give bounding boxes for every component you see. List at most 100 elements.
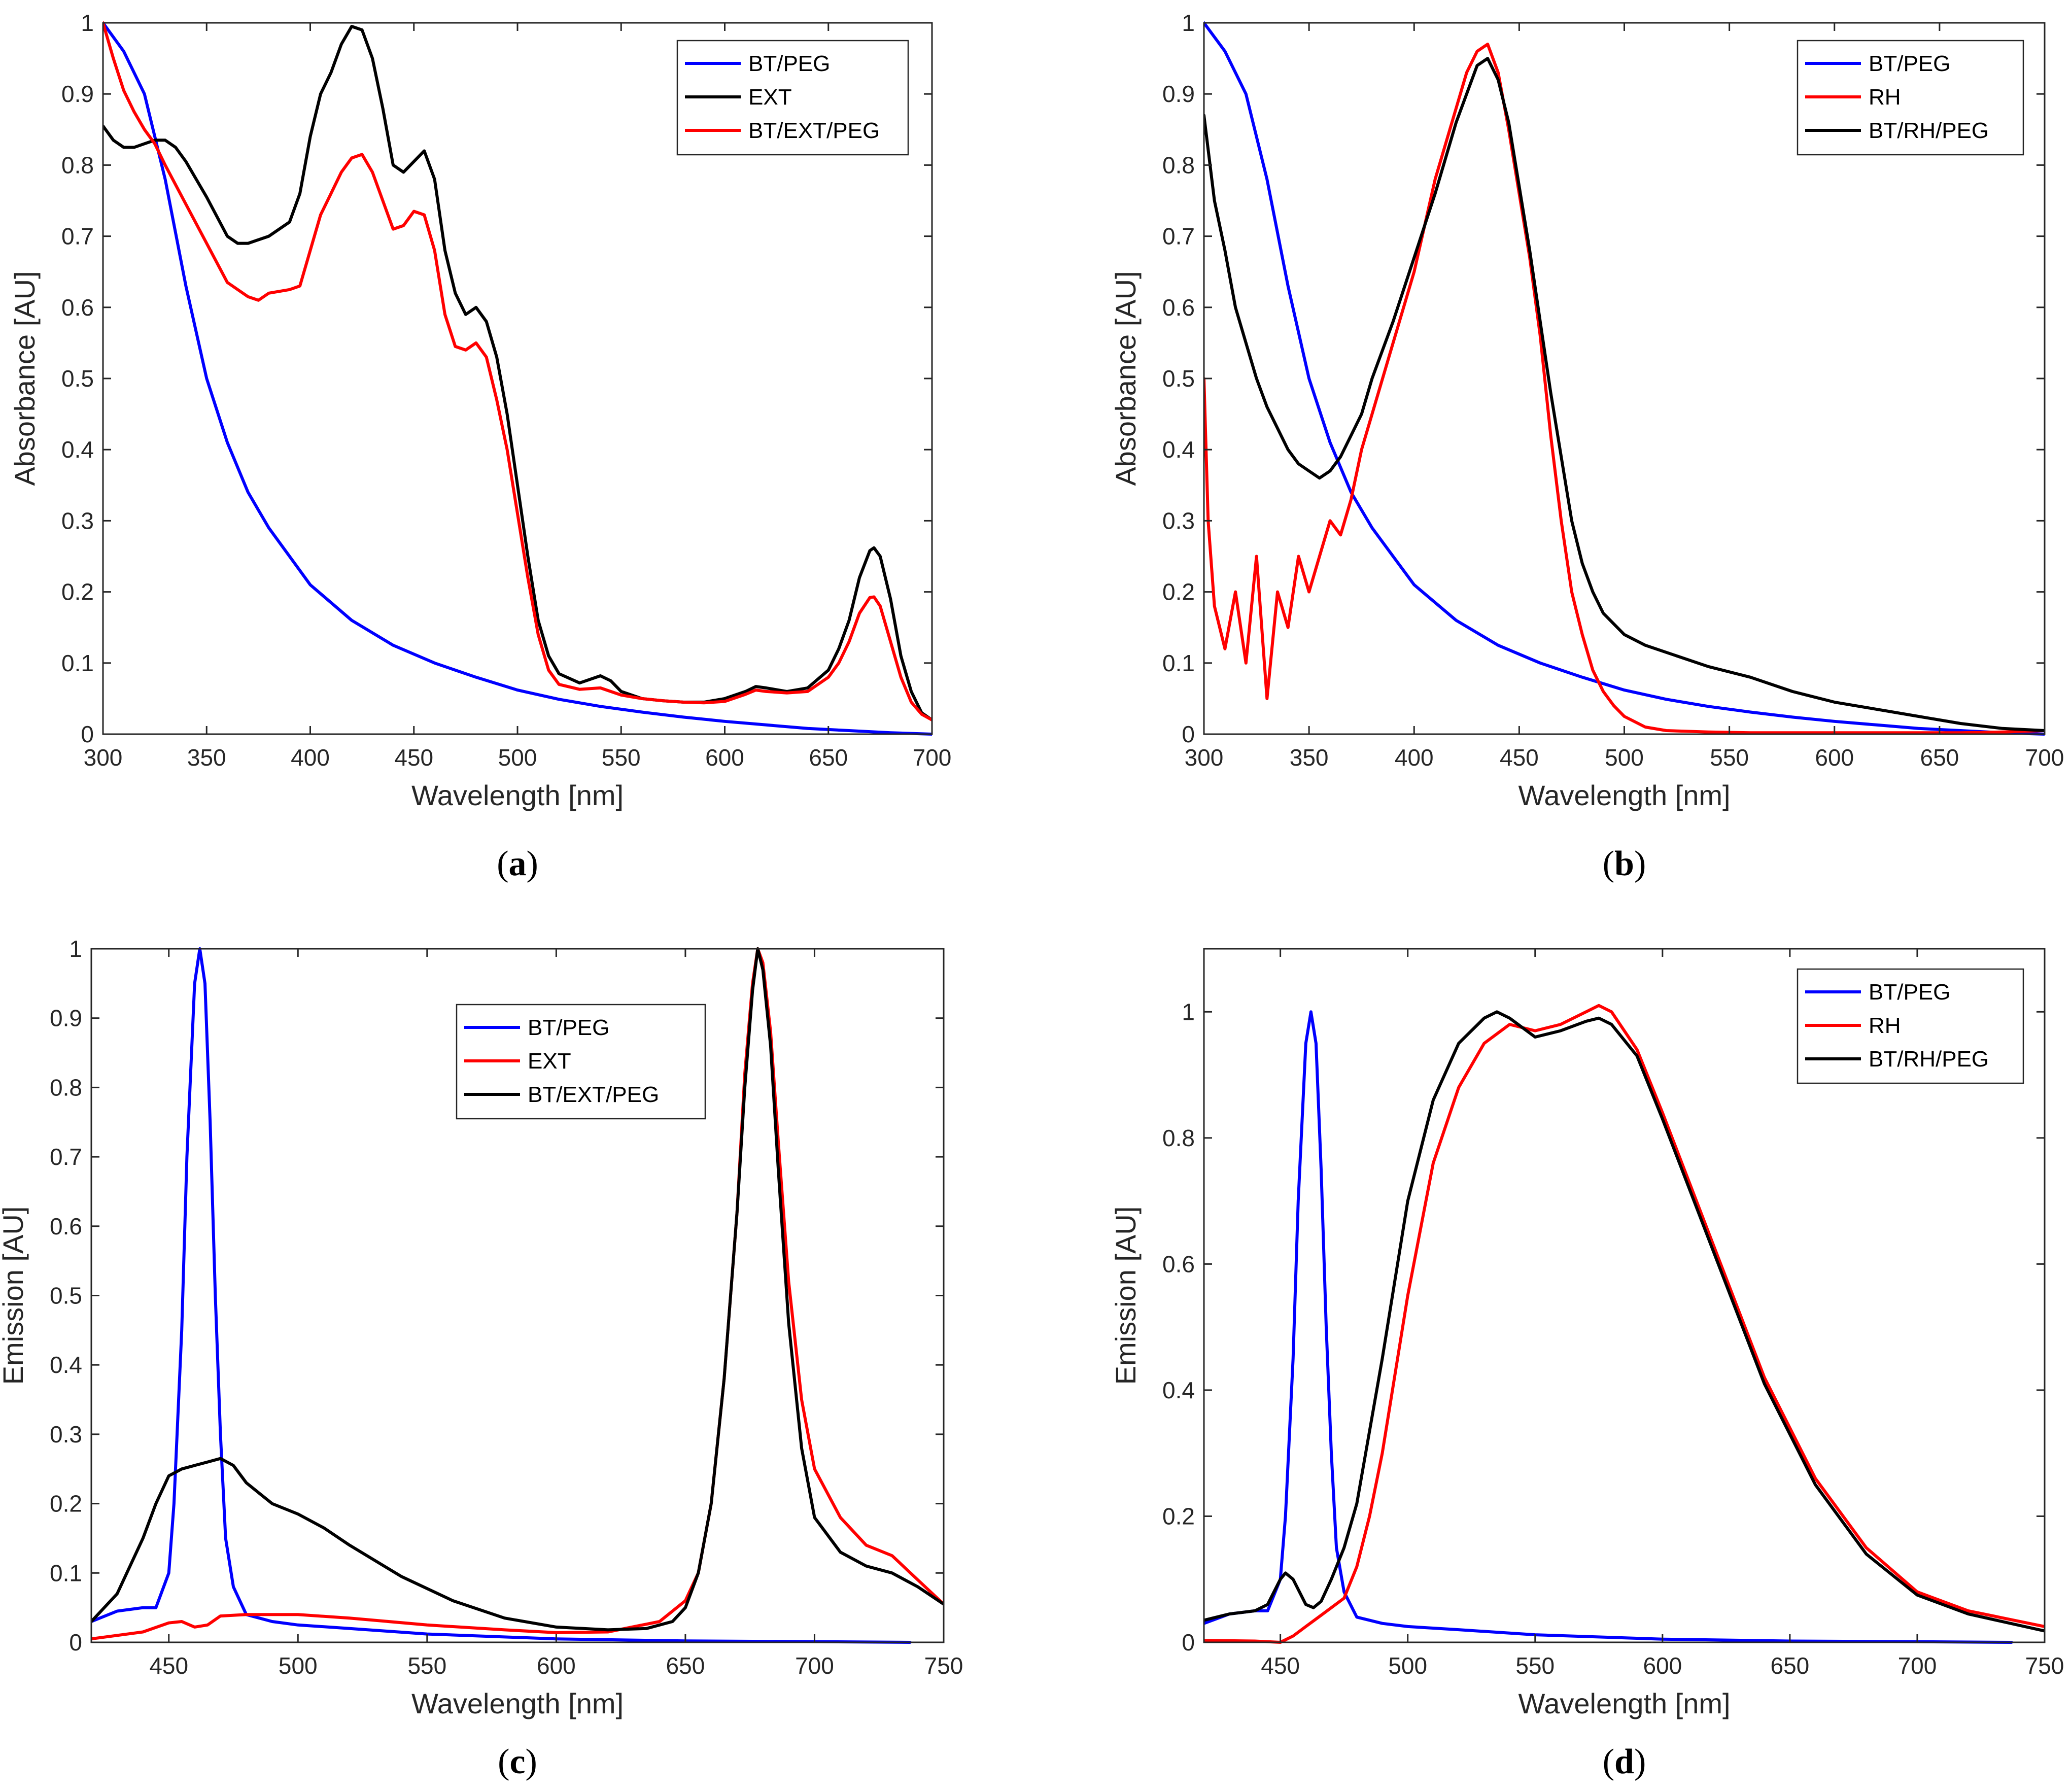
y-tick-label-a: 0.9 bbox=[61, 81, 94, 107]
chart-panel-d: 450 500 550 600 650 700 750 0 0.2 0.4 0.6 0.8 1 Wave… bbox=[1110, 948, 2064, 1781]
y-tick-label-c: 0.7 bbox=[50, 1144, 82, 1170]
y-tick-label-d: 0.4 bbox=[1162, 1377, 1195, 1403]
legend-label-a: BT/PEG bbox=[748, 51, 830, 76]
panel-letter-d: d bbox=[1614, 1742, 1634, 1781]
x-tick-label-a: 400 bbox=[291, 744, 330, 771]
series-line-b-bt-rh-peg bbox=[1204, 57, 2045, 732]
y-tick-label-c: 0.1 bbox=[50, 1560, 82, 1586]
y-tick-label-c: 0 bbox=[69, 1629, 82, 1656]
y-tick-label-a: 1 bbox=[81, 10, 94, 36]
y-tick-label-c: 0.2 bbox=[50, 1491, 82, 1517]
y-axis-title-c: Emission [AU] bbox=[0, 1207, 29, 1385]
x-tick-label-c: 650 bbox=[666, 1652, 705, 1679]
legend-c: BT/PEG EXT BT/EXT/PEG bbox=[456, 1004, 706, 1120]
x-axis-title-a: Wavelength [nm] bbox=[411, 779, 624, 811]
x-tick-label-d: 700 bbox=[1898, 1652, 1937, 1679]
legend-label-b: BT/RH/PEG bbox=[1869, 118, 1989, 143]
y-tick-label-b: 0.9 bbox=[1162, 81, 1195, 107]
x-tick-label-d: 600 bbox=[1643, 1652, 1682, 1679]
y-tick-label-b: 0.3 bbox=[1162, 507, 1195, 534]
axes-box-d bbox=[1203, 948, 2046, 1643]
x-tick-label-b: 550 bbox=[1710, 744, 1749, 771]
y-axis-title-d: Emission [AU] bbox=[1110, 1207, 1142, 1385]
x-tick-label-c: 500 bbox=[279, 1652, 318, 1679]
panel-caption-d: (d) bbox=[1603, 1742, 1646, 1781]
y-axis-title-a: Absorbance [AU] bbox=[9, 271, 41, 486]
x-tick-label-b: 400 bbox=[1395, 744, 1434, 771]
x-tick-label-d: 500 bbox=[1388, 1652, 1427, 1679]
chart-panel-c: 450 500 550 600 650 700 750 0 0.1 0.2 0.3 0.4 0.5 0.6… bbox=[0, 936, 963, 1781]
series-line-d-bt-rh-peg bbox=[1204, 1010, 2045, 1633]
panel-letter-b: b bbox=[1614, 844, 1634, 883]
y-tick-label-c: 0.9 bbox=[50, 1005, 82, 1031]
series-layer-b bbox=[1204, 21, 2045, 736]
y-axis-title-b: Absorbance [AU] bbox=[1110, 271, 1142, 486]
y-tick-label-d: 0 bbox=[1182, 1629, 1195, 1656]
x-tick-label-a: 600 bbox=[705, 744, 744, 771]
x-tick-label-a: 450 bbox=[394, 744, 433, 771]
x-tick-label-d: 550 bbox=[1515, 1652, 1555, 1679]
x-tick-label-a: 500 bbox=[498, 744, 537, 771]
y-tick-label-a: 0.4 bbox=[61, 436, 94, 463]
x-axis-title-b: Wavelength [nm] bbox=[1518, 779, 1730, 811]
y-tick-label-c: 0.6 bbox=[50, 1213, 82, 1239]
x-tick-label-a: 300 bbox=[84, 744, 123, 771]
x-tick-label-b: 600 bbox=[1815, 744, 1854, 771]
x-tick-label-b: 650 bbox=[1920, 744, 1959, 771]
y-tick-label-a: 0.5 bbox=[61, 365, 94, 392]
axes-layer-a: 300 350 400 450 500 550 600 650 700 0 0.1 0.2 0.3 0.4… bbox=[61, 10, 951, 771]
y-tick-label-b: 0.2 bbox=[1162, 579, 1195, 605]
axes-layer-c: 450 500 550 600 650 700 750 0 0.1 0.2 0.3 0.4 0.5 0.6… bbox=[50, 936, 963, 1679]
y-tick-label-d: 0.6 bbox=[1162, 1251, 1195, 1277]
legend-label-a: EXT bbox=[748, 85, 792, 110]
panel-caption-c: (c) bbox=[498, 1742, 537, 1781]
y-tick-label-b: 0.1 bbox=[1162, 650, 1195, 676]
legend-label-c: BT/EXT/PEG bbox=[528, 1082, 659, 1107]
series-line-d-rh bbox=[1204, 1004, 2045, 1644]
series-line-a-bt-ext-peg bbox=[103, 21, 932, 721]
panel-caption-a: (a) bbox=[497, 844, 538, 883]
y-tick-label-c: 0.3 bbox=[50, 1421, 82, 1448]
x-tick-label-c: 700 bbox=[795, 1652, 834, 1679]
x-axis-title-d: Wavelength [nm] bbox=[1518, 1687, 1730, 1719]
y-tick-label-d: 0.8 bbox=[1162, 1125, 1195, 1151]
y-tick-label-b: 0.8 bbox=[1162, 152, 1195, 178]
x-tick-label-b: 500 bbox=[1605, 744, 1644, 771]
y-tick-label-b: 0 bbox=[1182, 721, 1195, 747]
y-tick-label-d: 1 bbox=[1182, 998, 1195, 1025]
x-tick-label-b: 350 bbox=[1290, 744, 1329, 771]
x-tick-label-b: 700 bbox=[2025, 744, 2064, 771]
series-layer-c bbox=[91, 947, 944, 1644]
legend-label-d: BT/PEG bbox=[1869, 980, 1950, 1005]
y-tick-label-a: 0.8 bbox=[61, 152, 94, 178]
x-tick-label-a: 700 bbox=[913, 744, 952, 771]
x-tick-label-d: 450 bbox=[1261, 1652, 1300, 1679]
chart-panel-b: 300 350 400 450 500 550 600 650 700 0 0.1 0.2 0.3 0.4… bbox=[1110, 10, 2064, 883]
legend-label-b: BT/PEG bbox=[1869, 51, 1950, 76]
legend-d: BT/PEG RH BT/RH/PEG bbox=[1797, 968, 2024, 1084]
legend-label-c: BT/PEG bbox=[528, 1015, 609, 1040]
legend-label-c: EXT bbox=[528, 1049, 571, 1074]
y-tick-label-c: 0.5 bbox=[50, 1283, 82, 1309]
legend-label-a: BT/EXT/PEG bbox=[748, 118, 880, 143]
legend-label-b: RH bbox=[1869, 85, 1901, 110]
legend-label-d: RH bbox=[1869, 1013, 1901, 1038]
x-tick-label-a: 550 bbox=[602, 744, 641, 771]
y-tick-label-a: 0.7 bbox=[61, 223, 94, 250]
x-tick-label-a: 650 bbox=[809, 744, 848, 771]
x-tick-label-c: 450 bbox=[149, 1652, 188, 1679]
y-tick-label-a: 0 bbox=[81, 721, 94, 747]
legend-b: BT/PEG RH BT/RH/PEG bbox=[1797, 40, 2024, 156]
y-tick-label-d: 0.2 bbox=[1162, 1503, 1195, 1529]
axes-layer-d: 450 500 550 600 650 700 750 0 0.2 0.4 0.6 0.8 1 bbox=[1162, 948, 2064, 1679]
series-line-a-bt-peg bbox=[103, 21, 932, 736]
y-tick-label-b: 0.4 bbox=[1162, 436, 1195, 463]
y-tick-label-a: 0.6 bbox=[61, 294, 94, 321]
x-tick-label-b: 450 bbox=[1500, 744, 1539, 771]
x-axis-title-c: Wavelength [nm] bbox=[411, 1687, 624, 1719]
y-tick-label-a: 0.1 bbox=[61, 650, 94, 676]
legend-a: BT/PEG EXT BT/EXT/PEG bbox=[676, 40, 909, 156]
x-tick-label-a: 350 bbox=[187, 744, 226, 771]
legend-label-d: BT/RH/PEG bbox=[1869, 1047, 1989, 1072]
